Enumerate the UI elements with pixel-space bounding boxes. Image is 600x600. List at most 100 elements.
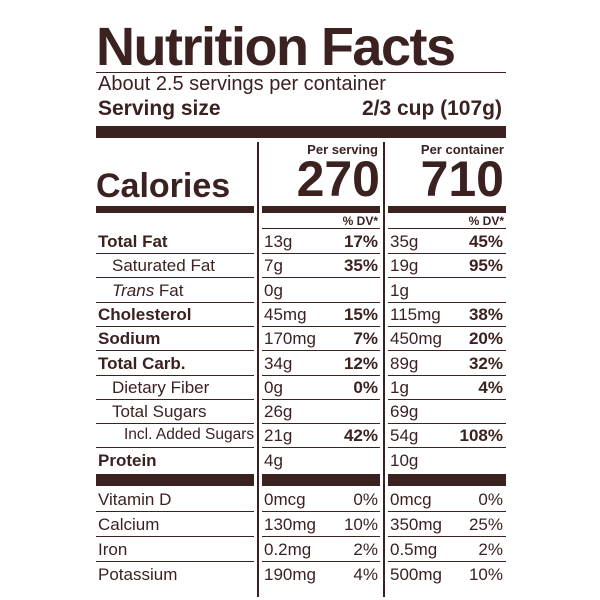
nutrient-name-text: Total Sugars [112,402,207,422]
row-separator [262,301,380,303]
nutrient-name: Sodium [98,329,160,349]
serving-dv: 35% [343,256,378,276]
container-amount: 0mcg [390,490,432,509]
serving-amount: 170mg [264,329,316,349]
container-dv: 0% [478,490,503,509]
container-dv: 4% [478,377,503,397]
serving-dv: 17% [343,232,378,251]
row-separator [96,447,254,449]
row-separator [96,374,254,376]
nutrient-name: Total Sugars [112,402,207,422]
serving-dv: 15% [343,304,378,324]
nutrient-name-text: Total Fat [98,232,168,251]
container-amount: 115mg [390,304,441,324]
calories-label: Calories [96,167,231,205]
serving-dv: 42% [343,426,378,446]
row-separator [96,301,254,303]
row-separator [262,374,380,376]
vitamin-name: Calcium [98,515,160,534]
serving-amount: 21g [264,426,293,446]
nutrient-row: Trans Fat 0g 1g [96,279,506,303]
serving-dv: 10% [343,515,378,534]
nutrition-facts-title: Nutrition Facts [96,17,456,77]
container-amount: 0.5mg [390,540,438,559]
column-divider-serving [257,142,259,597]
container-dv: 38% [468,304,503,324]
container-amount: 19g [390,256,419,276]
servings-per-container: About 2.5 servings per container [98,73,386,95]
calories-rule-container [388,206,506,213]
nutrient-name: Total Fat [98,232,168,252]
row-separator [262,536,380,537]
nutrient-row: Protein 4g 10g [96,449,506,473]
row-separator [96,350,254,352]
row-separator [96,398,254,400]
row-separator [388,350,506,352]
calories-per-container: 710 [420,151,504,207]
serving-amount: 34g [264,353,293,373]
row-separator [262,447,380,449]
thick-rule-top [96,126,506,138]
nutrient-name-italic: Trans [112,280,155,300]
container-dv: 32% [468,353,503,373]
nutrient-name: Total Carb. [98,354,186,374]
per-serving-header: Per serving [307,142,378,157]
per-container-header: Per container [420,142,504,157]
thick-rule-bottom-serving [262,474,380,486]
serving-dv: 4% [353,565,378,584]
container-amount: 450mg [390,329,442,349]
column-divider-container [383,142,385,597]
row-separator [388,561,506,562]
nutrient-name-text: Protein [98,450,157,470]
calories-per-serving: 270 [296,151,380,207]
row-separator [96,253,254,254]
nutrient-name: Saturated Fat [112,256,215,276]
container-amount: 89g [390,353,419,373]
serving-amount: 7g [264,256,283,276]
row-separator [388,301,506,303]
row-separator [96,325,254,327]
nutrient-name-text: Dietary Fiber [112,377,210,397]
row-separator [262,325,380,327]
row-separator [388,511,506,512]
nutrient-row: Cholesterol 45mg 15% 115mg 38% [96,303,506,327]
container-dv: 25% [468,515,503,534]
serving-size-value: 2/3 cup (107g) [361,97,502,120]
row-separator [262,253,380,254]
row-separator [262,423,380,425]
nutrition-facts-panel: Nutrition Facts About 2.5 servings per c… [96,18,506,600]
container-dv: 45% [468,232,503,251]
container-amount: 35g [390,232,419,251]
row-separator [262,398,380,400]
dv-header-serving: % DV* [342,214,378,228]
container-dv: 20% [468,329,503,349]
thick-rule-bottom-left [96,474,254,486]
row-separator [96,561,254,562]
row-separator [262,277,380,279]
container-amount: 54g [390,426,419,446]
container-dv: 2% [478,540,503,559]
container-amount: 350mg [390,515,442,534]
row-separator [96,511,254,512]
nutrient-row: Saturated Fat 7g 35% 19g 95% [96,254,506,279]
nutrient-name-text: Sodium [98,329,161,349]
nutrient-row: Total Sugars 26g 69g [96,400,506,425]
row-separator [262,350,380,352]
container-dv: 95% [468,256,503,276]
serving-amount: 0g [264,280,283,300]
nutrient-name-text: Fat [154,280,184,300]
serving-amount: 0.2mg [264,540,312,559]
nutrient-row: Total Carb. 34g 12% 89g 32% [96,352,506,376]
serving-amount: 4g [264,450,283,470]
row-separator [388,374,506,376]
container-dv: 108% [459,426,503,446]
serving-amount: 26g [264,402,293,422]
calories-rule-left [96,206,254,213]
serving-amount: 0mcg [264,490,306,509]
serving-amount: 130mg [264,515,316,534]
nutrient-name-text: Total Carb. [98,353,186,373]
nutrient-name: Protein [98,451,157,471]
nutrient-name: Dietary Fiber [112,378,209,398]
serving-amount: 190mg [264,565,316,584]
dv-header-container: % DV* [468,214,504,228]
